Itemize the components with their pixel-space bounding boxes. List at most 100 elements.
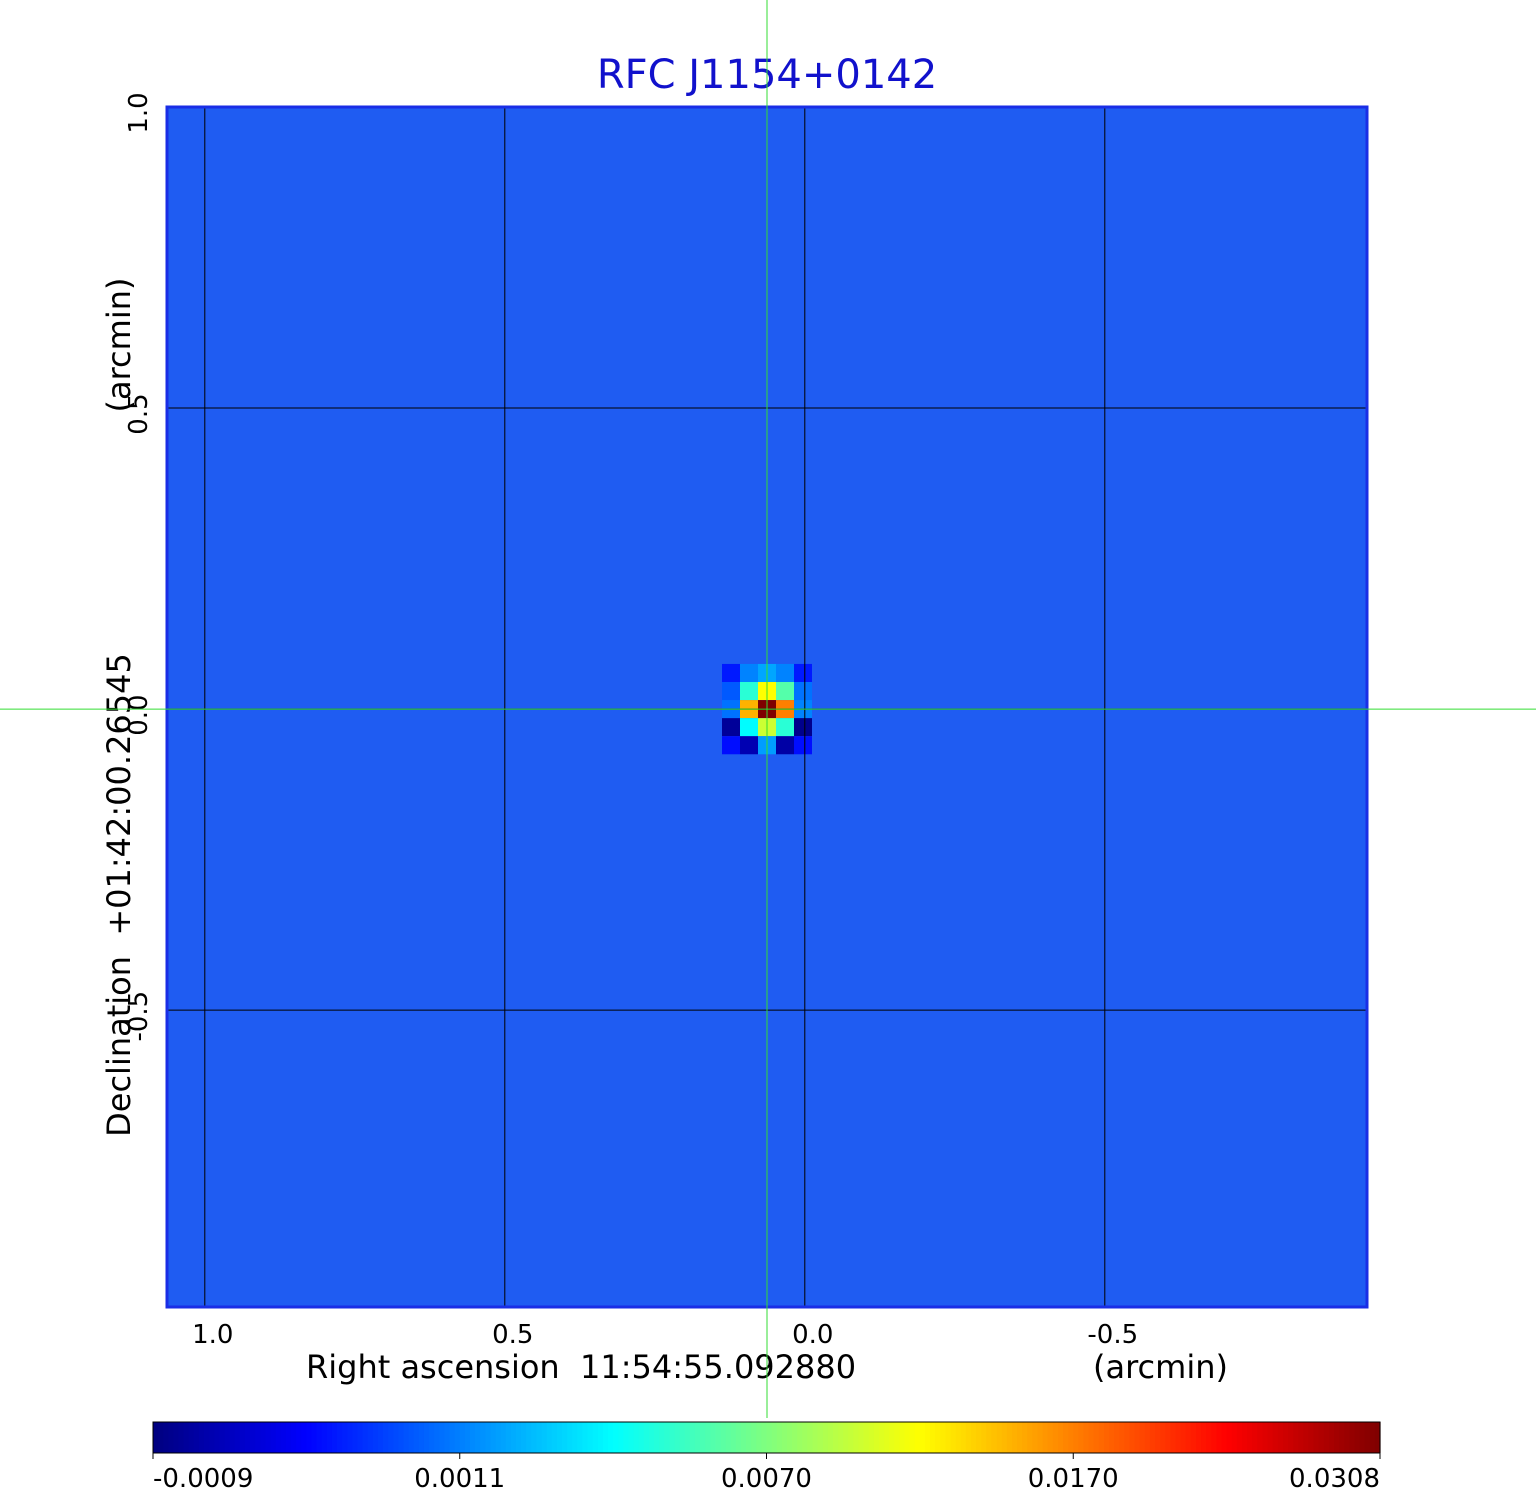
colorbar-segment (562, 1422, 568, 1453)
colorbar-segment (1032, 1422, 1039, 1453)
colorbar-segment (224, 1422, 231, 1453)
pixel (776, 663, 794, 683)
colorbar-segment (1226, 1422, 1233, 1453)
colorbar-segment (1190, 1422, 1197, 1453)
colorbar-segment (505, 1422, 512, 1453)
colorbar-segment (955, 1422, 962, 1453)
colorbar-segment (342, 1422, 348, 1453)
colorbar-segment (1257, 1422, 1264, 1453)
colorbar-segment (746, 1422, 752, 1453)
colorbar-segment (321, 1422, 328, 1453)
colorbar-segment (725, 1422, 732, 1453)
colorbar-segment (664, 1422, 670, 1453)
colorbar-segment (705, 1422, 711, 1453)
colorbar-segment (981, 1422, 987, 1453)
colorbar-segment (1144, 1422, 1151, 1453)
colorbar-segment (643, 1422, 650, 1453)
colorbar-segment (383, 1422, 389, 1453)
colorbar-tick-label: 0.0170 (1028, 1464, 1119, 1494)
colorbar-segment (648, 1422, 655, 1453)
colorbar-segment (398, 1422, 405, 1453)
pixel (794, 736, 812, 755)
colorbar-segment (740, 1422, 747, 1453)
colorbar-segment (618, 1422, 624, 1453)
colorbar-segment (1303, 1422, 1310, 1453)
colorbar-segment (1093, 1422, 1100, 1453)
colorbar-segment (296, 1422, 302, 1453)
colorbar-segment (316, 1422, 323, 1453)
colorbar-segment (1282, 1422, 1289, 1453)
colorbar-segment (986, 1422, 993, 1453)
colorbar-segment (756, 1422, 762, 1453)
colorbar-segment (1252, 1422, 1258, 1453)
x-tick-label: 0.5 (492, 1320, 533, 1350)
colorbar-segment (761, 1422, 768, 1453)
colorbar-segment (930, 1422, 936, 1453)
colorbar-segment (1231, 1422, 1238, 1453)
pixel (722, 663, 740, 683)
colorbar-segment (480, 1422, 486, 1453)
colorbar-segment (1139, 1422, 1146, 1453)
colorbar-segment (971, 1422, 977, 1453)
colorbar-segment (285, 1422, 292, 1453)
colorbar-segment (311, 1422, 318, 1453)
colorbar-segment (362, 1422, 369, 1453)
colorbar-segment (515, 1422, 522, 1453)
colorbar-segment (1119, 1422, 1125, 1453)
colorbar-segment (1088, 1422, 1095, 1453)
colorbar-segment (219, 1422, 226, 1453)
colorbar-segment (822, 1422, 829, 1453)
x-tick-label: 1.0 (192, 1320, 233, 1350)
colorbar-segment (894, 1422, 901, 1453)
colorbar-segment (423, 1422, 430, 1453)
colorbar-segment (582, 1422, 589, 1453)
y-tick-label: 1.0 (124, 92, 154, 133)
colorbar-segment (669, 1422, 676, 1453)
colorbar-segment (1078, 1422, 1085, 1453)
colorbar-segment (684, 1422, 691, 1453)
colorbar-tick-label: 0.0070 (721, 1464, 812, 1494)
x-axis-label: Right ascension 11:54:55.092880 (306, 1348, 856, 1386)
colorbar-segment (403, 1422, 410, 1453)
pixel (776, 736, 794, 755)
colorbar-segment (1129, 1422, 1136, 1453)
colorbar-segment (459, 1422, 466, 1453)
colorbar-segment (1216, 1422, 1223, 1453)
colorbar-segment (546, 1422, 553, 1453)
colorbar-tick-label: -0.0009 (153, 1464, 253, 1494)
colorbar-segment (858, 1422, 865, 1453)
colorbar-segment (786, 1422, 793, 1453)
colorbar-segment (965, 1422, 972, 1453)
colorbar-segment (638, 1422, 645, 1453)
colorbar-segment (1339, 1422, 1345, 1453)
colorbar-segment (873, 1422, 880, 1453)
pixel (740, 718, 758, 737)
colorbar-segment (909, 1422, 916, 1453)
colorbar-tick-label: 0.0308 (1289, 1464, 1380, 1494)
colorbar-segment (1211, 1422, 1217, 1453)
pixel (776, 718, 794, 737)
colorbar-segment (1247, 1422, 1253, 1453)
colorbar-segment (347, 1422, 353, 1453)
colorbar-segment (541, 1422, 548, 1453)
colorbar-segment (265, 1422, 272, 1453)
colorbar-segment (623, 1422, 630, 1453)
colorbar-segment (495, 1422, 502, 1453)
colorbar-segment (1333, 1422, 1340, 1453)
colorbar-segment (960, 1422, 967, 1453)
colorbar-segment (1114, 1422, 1120, 1453)
colorbar-tick-label: 0.0011 (414, 1464, 505, 1494)
colorbar-segment (935, 1422, 941, 1453)
colorbar-segment (1262, 1422, 1269, 1453)
colorbar-segment (1349, 1422, 1356, 1453)
colorbar-segment (945, 1422, 952, 1453)
colorbar-segment (700, 1422, 706, 1453)
colorbar-segment (996, 1422, 1003, 1453)
colorbar-segment (827, 1422, 834, 1453)
colorbar-segment (1011, 1422, 1018, 1453)
colorbar-segment (889, 1422, 895, 1453)
colorbar-segment (500, 1422, 507, 1453)
colorbar-segment (255, 1422, 261, 1453)
colorbar-segment (153, 1422, 159, 1453)
